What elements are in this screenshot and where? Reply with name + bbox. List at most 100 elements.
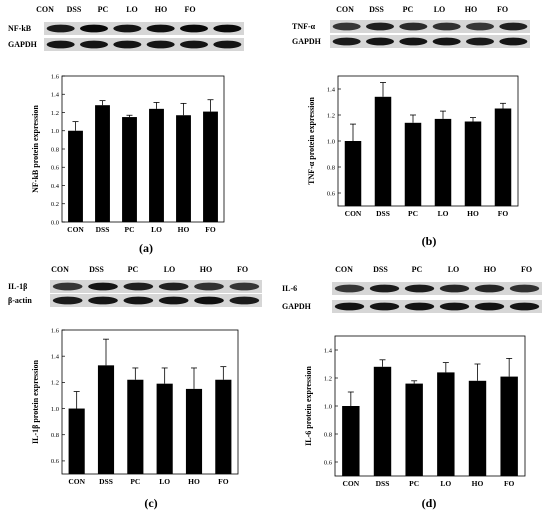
bar: [127, 379, 144, 474]
bar: [149, 108, 164, 222]
band: [334, 302, 365, 311]
x-tick-label: CON: [67, 225, 84, 234]
lane-header: FO: [237, 265, 248, 274]
x-tick-label: HO: [467, 209, 479, 218]
bar: [68, 130, 83, 222]
y-tick-label: 0.6: [327, 190, 336, 197]
band: [180, 24, 208, 33]
bar: [203, 111, 218, 222]
x-tick-label: DSS: [96, 225, 110, 234]
y-tick-label: 1.4: [324, 347, 333, 354]
y-tick-label: 1.4: [51, 353, 60, 360]
band: [158, 296, 189, 305]
lane-header: PC: [412, 265, 423, 274]
band: [432, 22, 461, 31]
band: [499, 37, 528, 46]
band: [52, 282, 83, 291]
y-tick-label: 1.4: [51, 92, 60, 99]
lane-header: FO: [184, 5, 195, 14]
blot-label: GAPDH: [282, 302, 312, 311]
band: [80, 24, 108, 33]
band: [180, 40, 208, 49]
y-tick-label: 1.2: [51, 380, 59, 387]
lane-header: CON: [336, 5, 354, 14]
x-tick-label: DSS: [99, 477, 113, 486]
lane-header: HO: [484, 265, 496, 274]
x-tick-label: CON: [345, 209, 362, 218]
x-tick-label: FO: [498, 209, 509, 218]
blot-label: IL-6: [282, 284, 297, 293]
y-axis-label: NF-kB protein expression: [31, 105, 40, 193]
bar: [468, 380, 487, 476]
band: [46, 40, 75, 49]
bar: [95, 105, 110, 222]
band: [229, 296, 260, 305]
blot-label: NF-kB: [8, 24, 32, 33]
band: [509, 284, 540, 293]
x-tick-label: FO: [218, 477, 229, 486]
lane-header: HO: [200, 265, 212, 274]
x-tick-label: DSS: [376, 209, 390, 218]
lane-header: DSS: [89, 265, 104, 274]
band: [113, 40, 142, 49]
band: [474, 302, 505, 311]
band: [509, 302, 540, 311]
band: [404, 302, 435, 311]
blot-label: β-actin: [8, 296, 32, 305]
plot-frame: [61, 329, 239, 475]
bar: [404, 122, 422, 206]
blot-label: GAPDH: [292, 37, 322, 46]
x-tick-label: HO: [472, 479, 484, 488]
lane-header: CON: [335, 265, 353, 274]
lane-header: HO: [155, 5, 167, 14]
bar: [464, 121, 482, 206]
x-tick-label: PC: [409, 479, 419, 488]
y-tick-label: 1.6: [51, 73, 60, 80]
band: [194, 296, 224, 305]
bar: [373, 366, 392, 476]
x-tick-label: FO: [205, 225, 216, 234]
x-tick-label: PC: [125, 225, 135, 234]
y-tick-label: 1.0: [327, 138, 335, 145]
lane-header: PC: [128, 265, 139, 274]
band: [213, 24, 242, 33]
plot-frame: [61, 75, 225, 223]
band: [113, 24, 142, 33]
x-tick-label: PC: [130, 477, 140, 486]
y-tick-label: 1.4: [327, 86, 336, 93]
y-tick-label: 1.2: [327, 112, 335, 119]
lane-header: LO: [126, 5, 138, 14]
band: [432, 37, 461, 46]
bar: [122, 117, 137, 222]
y-tick-label: 0.8: [51, 146, 59, 153]
bar: [342, 406, 360, 476]
lane-header: HO: [465, 5, 477, 14]
bar: [176, 115, 191, 222]
panel-d: CON DSS PC LO HO FO IL-6 GAPDH 0.6 0.8 1.0 1.2 1.4 CO…: [282, 265, 542, 510]
y-tick-label: 1.0: [324, 403, 332, 410]
band: [334, 284, 365, 293]
band: [332, 37, 361, 46]
lane-header: PC: [98, 5, 109, 14]
bar: [185, 388, 203, 474]
panel-letter: (c): [144, 496, 157, 510]
x-tick-label: LO: [438, 209, 449, 218]
band: [146, 40, 175, 49]
x-tick-label: HO: [178, 225, 190, 234]
y-tick-label: 0.6: [51, 458, 60, 465]
bar: [156, 383, 173, 474]
band: [366, 37, 394, 46]
x-tick-label: PC: [408, 209, 418, 218]
panel-a: CON DSS PC LO HO FO NF-kB GAPDH 0.0 0.2 0.4 0.6 0.8 1…: [8, 5, 244, 255]
blot-label: IL-1β: [8, 282, 27, 291]
bar: [97, 365, 115, 474]
band: [466, 22, 494, 31]
lane-header: DSS: [369, 5, 384, 14]
y-tick-label: 0.0: [51, 219, 59, 226]
band: [52, 296, 83, 305]
bar: [405, 383, 423, 476]
band: [194, 282, 224, 291]
y-axis-label: TNF-α protein expression: [307, 97, 316, 185]
x-tick-label: HO: [188, 477, 200, 486]
